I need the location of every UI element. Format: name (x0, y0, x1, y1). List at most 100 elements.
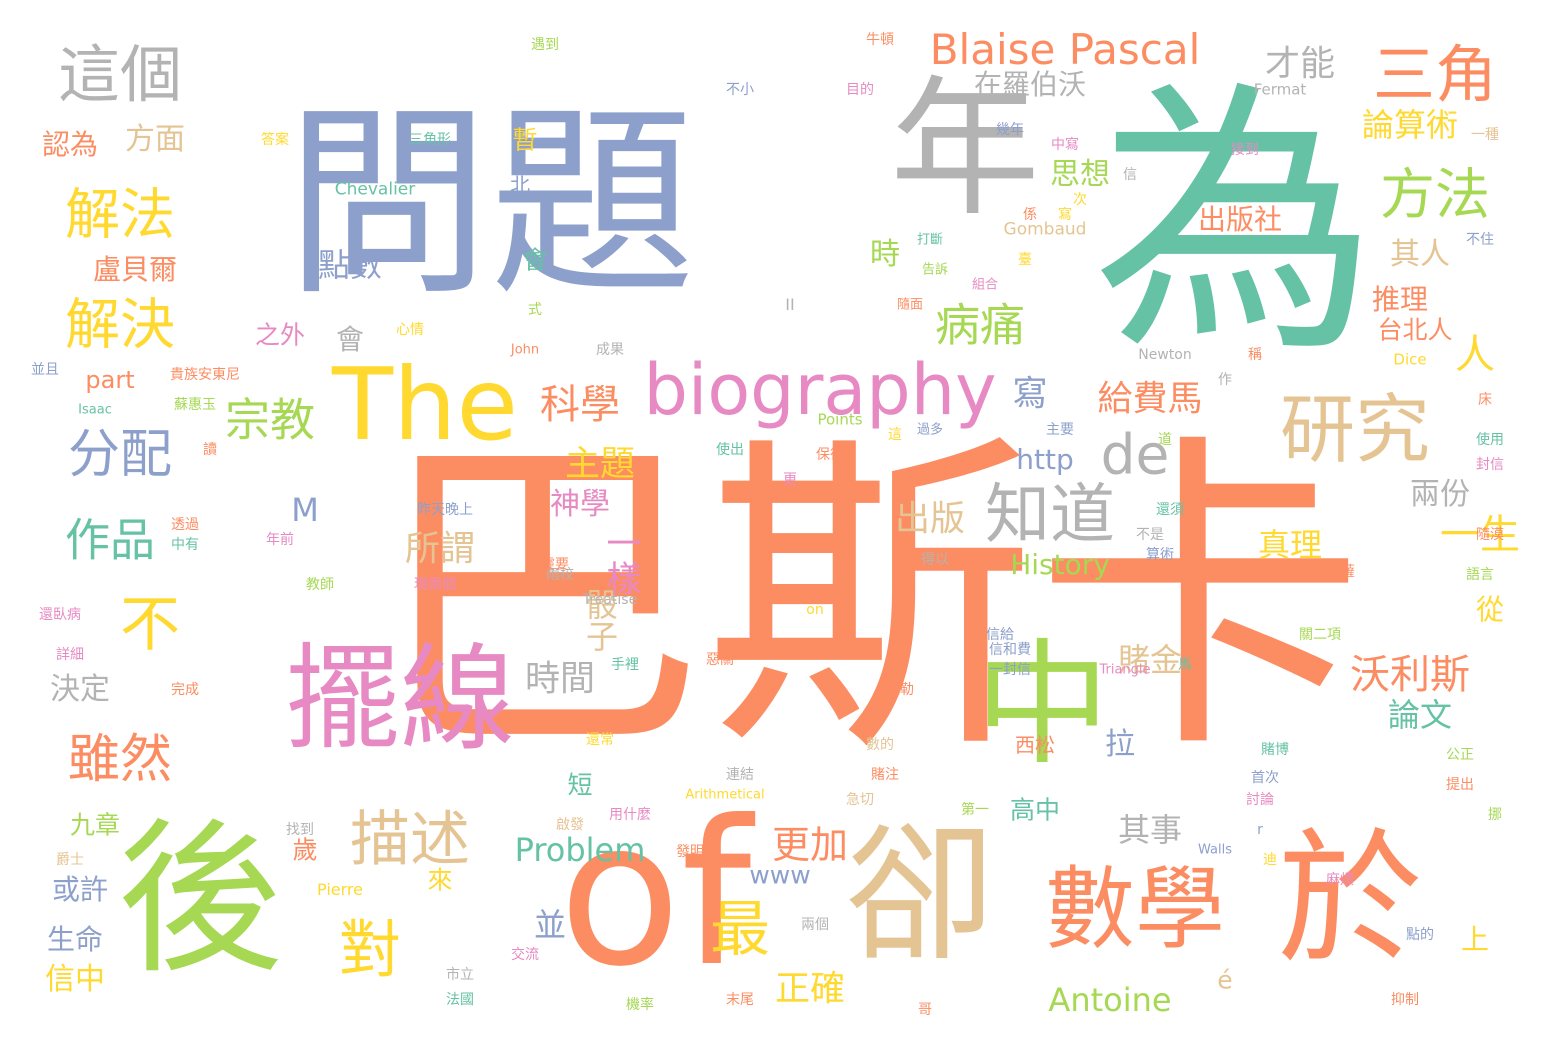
cloud-word: I (902, 654, 908, 675)
cloud-word: 解決 (64, 292, 176, 357)
cloud-word: 出版 (894, 499, 966, 540)
cloud-word: de (1100, 422, 1170, 487)
cloud-word: 於 (1277, 815, 1423, 985)
cloud-word: 時間 (524, 659, 596, 700)
cloud-word: 遇到 (531, 37, 559, 53)
cloud-word: 成果 (596, 342, 624, 358)
cloud-word: 巴斯卡 (375, 408, 1365, 792)
cloud-word: 認為 (41, 128, 99, 161)
cloud-word: 還須 (1156, 502, 1184, 518)
cloud-word: 組合 (971, 277, 999, 293)
cloud-word: 年前 (266, 532, 294, 548)
cloud-word: 主要 (1046, 422, 1074, 438)
cloud-word: 點的 (1406, 927, 1434, 943)
cloud-word: 首次 (1251, 770, 1279, 786)
cloud-word: 作 (1218, 372, 1232, 388)
cloud-word: 為 (1092, 58, 1378, 391)
cloud-word: 卻 (844, 808, 996, 982)
cloud-word: 啟發 (556, 817, 584, 833)
cloud-word: 不是 (1136, 527, 1164, 543)
cloud-word: 接到 (1231, 142, 1259, 158)
cloud-word: 後 (117, 803, 283, 996)
cloud-word: 隨面 (896, 297, 924, 313)
cloud-word: 問題 (285, 85, 695, 324)
cloud-word: 會 (522, 245, 548, 275)
cloud-word: 係 (1023, 207, 1037, 223)
cloud-word: 短 (567, 770, 593, 800)
cloud-word: 解法 (64, 182, 176, 247)
cloud-word: 賭博 (1261, 742, 1289, 758)
cloud-word: 過多 (916, 422, 944, 438)
cloud-word: 一生 (1440, 512, 1520, 558)
cloud-word: Pierre (317, 880, 363, 899)
cloud-word: 生命 (46, 923, 104, 956)
cloud-word: 告訴 (921, 262, 949, 278)
cloud-word: 手裡 (611, 657, 639, 673)
cloud-word: 中 (951, 632, 1109, 768)
cloud-word: 發明 (676, 844, 704, 860)
cloud-word: 從 (1475, 593, 1505, 626)
cloud-word: 討論 (1246, 792, 1274, 808)
cloud-word: 連結 (726, 767, 754, 783)
cloud-word: 不小 (726, 82, 754, 98)
cloud-word: 這 (888, 427, 902, 443)
cloud-word: 出版社 (1197, 203, 1283, 236)
cloud-word: 抑制 (1391, 992, 1419, 1008)
cloud-word: 透過 (171, 517, 199, 533)
cloud-word: 封信 (1476, 457, 1504, 473)
cloud-word: 人 (1455, 332, 1495, 378)
cloud-word: 推理 (1371, 283, 1429, 316)
cloud-word: 市立 (446, 967, 474, 983)
cloud-word: 讀 (203, 442, 217, 458)
cloud-word: 台北人 (1377, 315, 1453, 345)
cloud-word: 論算術 (1361, 106, 1459, 144)
cloud-word: Triangle (1099, 662, 1151, 678)
cloud-word: 最 (710, 895, 770, 965)
cloud-word: 昨天晚上 (417, 502, 473, 518)
cloud-word: 論文 (1387, 696, 1453, 734)
cloud-word: Problem (514, 831, 646, 869)
cloud-word: 牛頓 (866, 32, 894, 48)
cloud-word: 蘇惠玉 (174, 397, 216, 413)
cloud-word: 一樣 (600, 525, 641, 595)
cloud-word: 或許 (51, 873, 109, 906)
cloud-word: 爵士 (56, 852, 84, 868)
cloud-word: 真理 (1257, 526, 1323, 564)
cloud-word: 之外 (254, 320, 306, 350)
cloud-word: 高中 (1009, 795, 1061, 825)
cloud-word: 宗教 (224, 393, 316, 447)
cloud-word: Arithmetical (685, 787, 765, 803)
cloud-word: 並且 (31, 362, 59, 378)
cloud-word: 信中 (45, 962, 105, 997)
cloud-word: on (806, 602, 824, 618)
cloud-word: 挪 (1488, 807, 1502, 823)
cloud-word: 關二項 (1299, 627, 1341, 643)
cloud-word: 年 (889, 63, 1041, 237)
cloud-word: 心情 (396, 322, 424, 338)
cloud-word: 語言 (1466, 567, 1494, 583)
cloud-word: 貴族安東尼 (170, 367, 240, 383)
cloud-word: 打斷 (916, 232, 944, 248)
cloud-word: Fermat (1253, 80, 1307, 99)
cloud-word: 交流 (511, 947, 539, 963)
cloud-word: 時 (870, 237, 900, 272)
cloud-word: 保德 (816, 447, 844, 463)
cloud-word: The (332, 346, 518, 463)
cloud-word: 分配 (67, 425, 173, 485)
cloud-word: 法國 (446, 992, 474, 1008)
cloud-word: 科學 (540, 382, 620, 428)
cloud-word: 提出 (1446, 777, 1474, 793)
cloud-word: Treatise (582, 592, 638, 608)
cloud-word: 在羅伯沃 (973, 68, 1087, 101)
cloud-word: Points (817, 410, 863, 429)
cloud-word: 中寫 (1051, 137, 1079, 153)
cloud-word: 不 (120, 590, 180, 660)
cloud-word: 次 (1073, 192, 1087, 208)
cloud-word: 方法 (1379, 162, 1491, 227)
cloud-word: 數的 (866, 737, 894, 753)
cloud-word: 更加 (771, 823, 849, 867)
cloud-word: 其人 (1390, 237, 1450, 272)
cloud-word: Isaac (78, 402, 112, 418)
cloud-word: 教師 (306, 577, 334, 593)
cloud-word: 兩份 (1410, 477, 1470, 512)
